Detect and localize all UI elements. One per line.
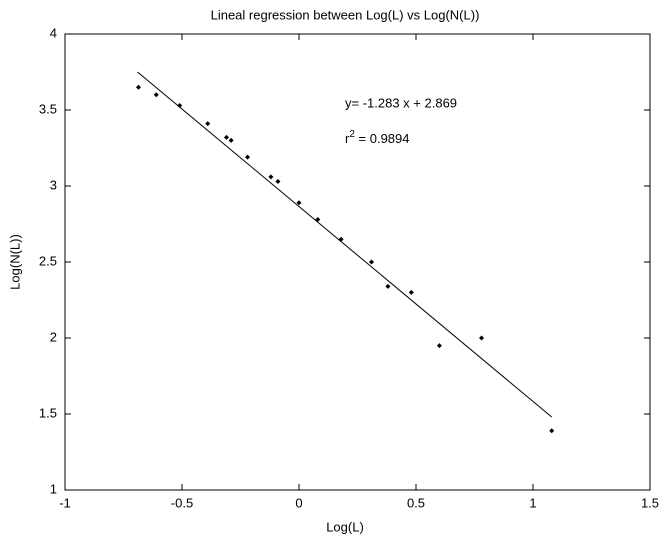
- y-tick-label: 1: [50, 481, 57, 496]
- point: [205, 121, 211, 127]
- x-axis-label: Log(L): [326, 519, 364, 534]
- point: [436, 343, 442, 349]
- point: [549, 428, 555, 434]
- point: [135, 84, 141, 90]
- point: [408, 289, 414, 295]
- y-tick-label: 3: [50, 177, 57, 192]
- y-tick-label: 2.5: [39, 253, 57, 268]
- x-tick-label: 0.5: [407, 495, 425, 510]
- chart-title: Lineal regression between Log(L) vs Log(…: [211, 7, 480, 22]
- y-tick-label: 1.5: [39, 405, 57, 420]
- annotation-part: r: [345, 131, 350, 146]
- y-tick-label: 2: [50, 329, 57, 344]
- fit-line: [137, 71, 553, 418]
- x-tick-label: -1: [59, 495, 71, 510]
- point: [315, 216, 321, 222]
- point: [385, 283, 391, 289]
- point: [245, 154, 251, 160]
- annotation-part: 2: [349, 129, 355, 140]
- annotation: r2 = 0.9894: [345, 129, 409, 147]
- point: [223, 134, 229, 140]
- x-tick-label: -0.5: [171, 495, 193, 510]
- y-tick-label: 4: [50, 25, 57, 40]
- annotation: y= -1.283 x + 2.869: [345, 95, 457, 110]
- point: [268, 174, 274, 180]
- point: [296, 200, 302, 206]
- x-tick-label: 0: [295, 495, 302, 510]
- x-tick-label: 1.5: [641, 495, 659, 510]
- point: [275, 178, 281, 184]
- point: [177, 102, 183, 108]
- point: [369, 259, 375, 265]
- point: [153, 92, 159, 98]
- point: [479, 335, 485, 341]
- point: [338, 236, 344, 242]
- point: [228, 137, 234, 143]
- y-tick-label: 3.5: [39, 101, 57, 116]
- x-tick-label: 1: [529, 495, 536, 510]
- annotation-part: = 0.9894: [355, 131, 410, 146]
- y-axis-label: Log(N(L)): [7, 234, 22, 290]
